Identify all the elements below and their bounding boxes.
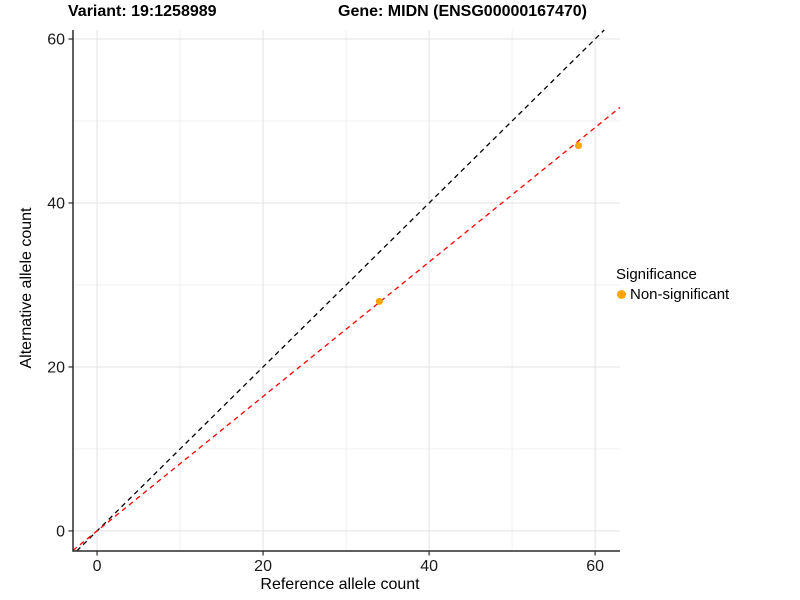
legend-point-icon [617,290,626,299]
x-tick-label: 40 [420,558,438,575]
identity-line [76,29,605,552]
x-tick-label: 0 [93,558,102,575]
legend-entry-label: Non-significant [630,286,730,303]
y-tick-label: 20 [47,359,65,376]
legend-entry: Non-significant [614,284,729,305]
x-tick-label: 20 [254,558,272,575]
data-point [375,297,383,305]
y-axis-title: Alternative allele count [18,207,35,369]
y-tick-label: 0 [56,523,65,540]
x-tick-label: 60 [586,558,604,575]
y-tick-label: 60 [47,32,65,49]
fit-line [72,106,621,551]
legend: Significance Non-significant [614,265,729,305]
data-point [574,142,582,150]
y-tick-label: 40 [47,195,65,212]
legend-title: Significance [616,266,697,283]
plot-title-gene: Gene: MIDN (ENSG00000167470) [338,3,587,20]
plot-title-variant: Variant: 19:1258989 [68,3,217,20]
x-axis-title: Reference allele count [260,576,420,593]
